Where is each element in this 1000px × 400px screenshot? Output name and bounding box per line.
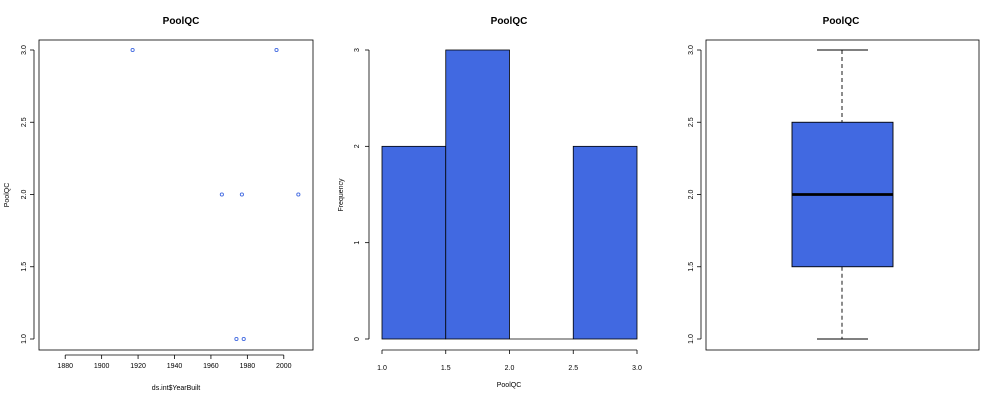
scatter-x-tick-label: 1920 (130, 363, 146, 370)
scatter-y-tick-label: 2.0 (21, 190, 28, 200)
scatter-x-tick-label: 1960 (203, 363, 219, 370)
scatter-y-tick-label: 2.5 (21, 117, 28, 127)
histogram-y-tick-label: 2 (354, 144, 361, 148)
scatter-point (296, 192, 301, 197)
histogram-y-tick-label: 1 (354, 241, 361, 245)
scatter-point (234, 336, 239, 342)
scatter-points (130, 47, 301, 342)
histogram-x-axis: 1.0 1.5 2.0 2.5 3.0 (377, 349, 642, 372)
histogram-panel: PoolQC 1.0 1.5 2.0 2.5 3.0 0 1 2 3 PoolQC Frequ… (338, 16, 642, 389)
histogram-y-axis: 0 1 2 3 (354, 48, 370, 341)
histogram-bars (381, 49, 638, 340)
scatter-x-tick-label: 1980 (240, 363, 256, 370)
scatter-x-tick-label: 1880 (57, 363, 73, 370)
histogram-x-label: PoolQC (497, 382, 522, 389)
scatter-point (130, 47, 135, 53)
boxplot-box (791, 49, 894, 340)
histogram-y-tick-label: 0 (354, 337, 361, 341)
boxplot-y-tick-label: 1.0 (688, 334, 695, 344)
scatter-y-label: PoolQC (4, 183, 11, 208)
histogram-bar (572, 145, 638, 340)
boxplot-plot-frame (705, 39, 980, 351)
histogram-x-tick-label: 2.0 (505, 365, 515, 372)
scatter-y-axis: 1.0 1.5 2.0 2.5 3.0 (21, 45, 35, 344)
histogram-bar (445, 49, 510, 340)
scatter-x-tick-label: 2000 (276, 363, 292, 370)
boxplot-y-tick-label: 1.5 (688, 262, 695, 272)
scatter-point (241, 336, 246, 342)
boxplot-y-tick-label: 2.5 (688, 117, 695, 127)
scatter-plot-frame (38, 39, 314, 351)
scatter-panel: PoolQC 1880 1900 1920 1940 1960 1980 2000 1.01… (4, 16, 314, 392)
histogram-y-tick-label: 3 (354, 48, 361, 52)
histogram-x-tick-label: 1.0 (377, 365, 387, 372)
scatter-x-tick-label: 1940 (167, 363, 183, 370)
histogram-bar (381, 145, 447, 340)
boxplot-y-tick-label: 2.0 (688, 190, 695, 200)
histogram-x-tick-label: 3.0 (632, 365, 642, 372)
boxplot-y-axis: 1.0 1.5 2.0 2.5 3.0 (688, 45, 702, 344)
boxplot-title: PoolQC (823, 16, 860, 27)
scatter-y-tick-label: 1.5 (21, 262, 28, 272)
scatter-y-tick-label: 3.0 (21, 45, 28, 55)
histogram-x-tick-label: 1.5 (441, 365, 451, 372)
scatter-point (239, 192, 244, 197)
scatter-x-tick-label: 1900 (94, 363, 110, 370)
histogram-x-tick-label: 2.5 (568, 365, 578, 372)
scatter-point (274, 47, 279, 53)
scatter-title: PoolQC (163, 16, 200, 27)
boxplot-y-tick-label: 3.0 (688, 45, 695, 55)
boxplot-panel: PoolQC 1.0 1.5 2.0 2.5 3.0 (688, 16, 980, 351)
histogram-y-label: Frequency (338, 178, 345, 212)
histogram-title: PoolQC (491, 16, 528, 27)
scatter-point (219, 192, 224, 197)
scatter-y-tick-label: 1.0 (21, 334, 28, 344)
scatter-x-label: ds.int$YearBuilt (152, 385, 200, 392)
scatter-x-axis: 1880 1900 1920 1940 1960 1980 2000 (57, 354, 292, 370)
